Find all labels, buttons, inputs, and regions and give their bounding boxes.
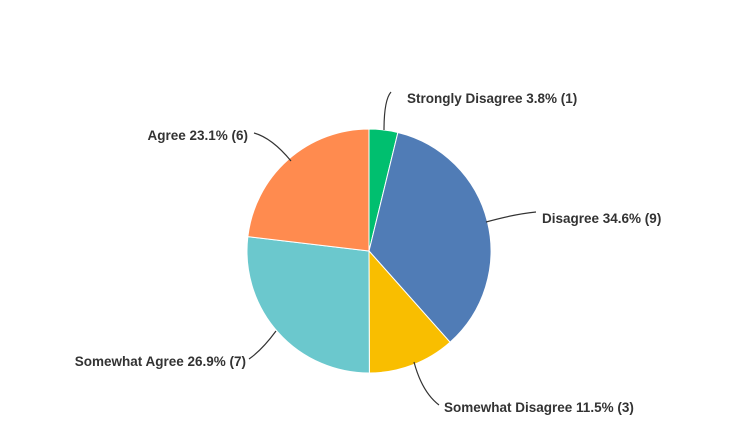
label-agree: Agree 23.1% (6) [147,128,248,143]
leader-line-agree [253,132,292,162]
leader-line-somewhat-disagree [413,361,440,406]
label-somewhat-agree: Somewhat Agree 26.9% (7) [75,354,246,369]
leader-line-somewhat-agree [248,330,277,360]
slice-somewhat-disagree[interactable] [368,249,451,374]
slice-agree[interactable] [247,128,370,252]
leader-line-strongly-disagree [383,91,392,131]
label-disagree: Disagree 34.6% (9) [542,211,661,226]
slice-somewhat-agree[interactable] [246,236,370,374]
label-somewhat-disagree: Somewhat Disagree 11.5% (3) [444,400,634,415]
leader-line-disagree [485,211,537,223]
label-strongly-disagree: Strongly Disagree 3.8% (1) [407,91,577,106]
